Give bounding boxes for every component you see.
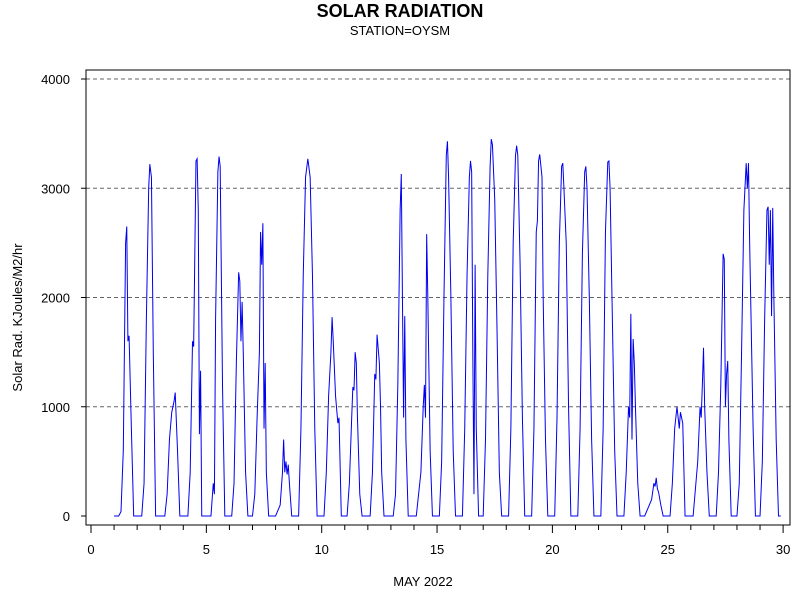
chart-title: SOLAR RADIATION: [316, 1, 484, 21]
y-tick-label: 1000: [41, 400, 70, 415]
x-tick-label: 15: [430, 542, 444, 557]
x-axis-label: MAY 2022: [393, 574, 453, 589]
axes: 0 1000 2000 3000 4000 0 5 10 15 20 25 30: [41, 72, 790, 557]
grid-lines: [86, 78, 790, 408]
x-tick-label: 25: [661, 542, 675, 557]
x-tick-label: 20: [545, 542, 559, 557]
y-axis-label: Solar Rad. KJoules/M2/hr: [10, 243, 25, 392]
x-tick-label: 30: [776, 542, 790, 557]
x-tick-label: 5: [203, 542, 210, 557]
y-tick-label: 4000: [41, 72, 70, 87]
x-tick-label: 10: [314, 542, 328, 557]
x-tick-label: 0: [87, 542, 94, 557]
y-tick-label: 2000: [41, 291, 70, 306]
y-tick-label: 0: [63, 509, 70, 524]
y-tick-label: 3000: [41, 181, 70, 196]
chart-subtitle: STATION=OYSM: [349, 23, 451, 38]
solar-radiation-line: [114, 138, 781, 517]
